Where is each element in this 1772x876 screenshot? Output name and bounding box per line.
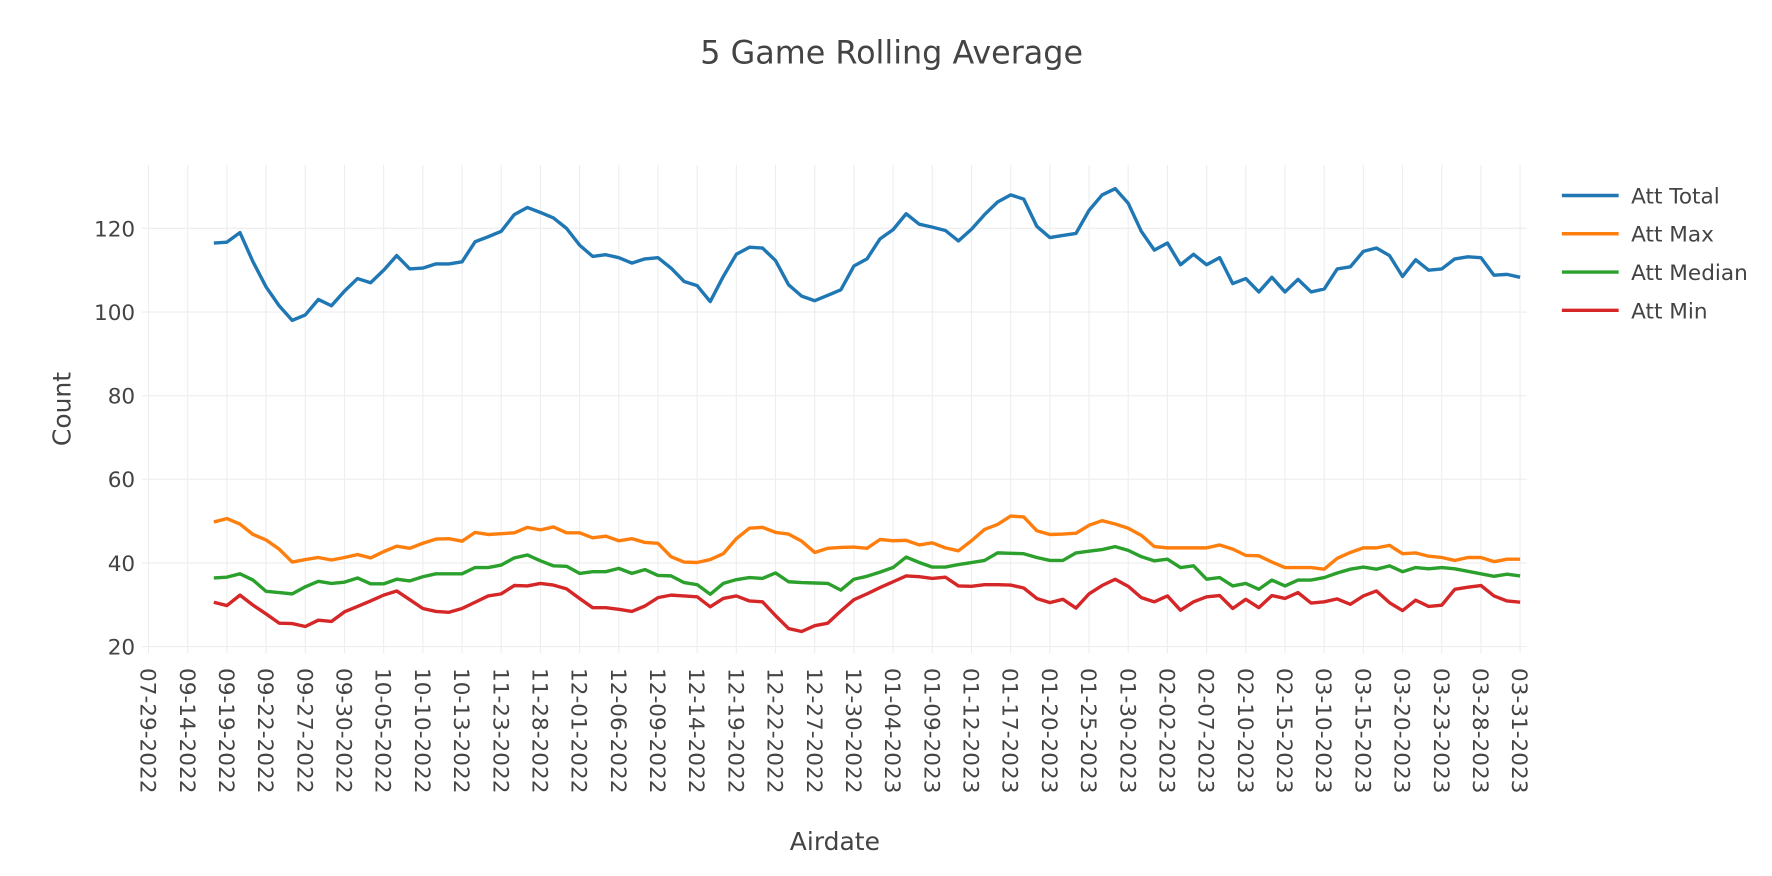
x-tick-label: 12-30-2022 — [840, 668, 865, 793]
x-tick-label: 10-10-2022 — [409, 668, 434, 793]
y-tick-label: 80 — [108, 385, 135, 410]
x-tick-label: 11-23-2022 — [487, 668, 512, 793]
x-tick-label: 01-09-2023 — [918, 668, 943, 793]
x-tick-label: 12-14-2022 — [683, 668, 708, 793]
x-tick-label: 03-20-2023 — [1389, 668, 1414, 793]
y-tick-label: 60 — [108, 468, 135, 493]
legend-label: Att Median — [1631, 261, 1748, 286]
series-line — [213, 186, 1521, 323]
x-tick-label: 02-15-2023 — [1271, 668, 1296, 793]
y-tick-label: 120 — [94, 217, 135, 242]
x-tick-label: 09-14-2022 — [174, 668, 199, 793]
x-tick-label: 09-19-2022 — [213, 668, 238, 793]
x-tick-label: 12-01-2022 — [566, 668, 591, 793]
x-tick-label: 10-13-2022 — [448, 668, 473, 793]
x-tick-label: 09-30-2022 — [331, 668, 356, 793]
legend-label: Att Max — [1631, 223, 1714, 248]
x-tick-label: 01-12-2023 — [958, 668, 983, 793]
x-tick-label: 03-15-2023 — [1349, 668, 1374, 793]
y-tick-label: 100 — [94, 301, 135, 326]
x-tick-label: 09-27-2022 — [291, 668, 316, 793]
x-tick-label: 09-22-2022 — [252, 668, 277, 793]
x-tick-label: 03-31-2023 — [1506, 668, 1531, 793]
y-tick-label: 40 — [108, 552, 135, 577]
legend-label: Att Total — [1631, 184, 1720, 209]
x-tick-label: 07-29-2022 — [135, 668, 160, 793]
x-tick-label: 12-06-2022 — [605, 668, 630, 793]
x-tick-label: 01-30-2023 — [1114, 668, 1139, 793]
x-tick-label: 03-28-2023 — [1467, 668, 1492, 793]
x-tick-label: 01-17-2023 — [997, 668, 1022, 793]
x-tick-label: 12-22-2022 — [762, 668, 787, 793]
x-axis-title: Airdate — [790, 827, 880, 856]
x-tick-label: 01-04-2023 — [879, 668, 904, 793]
x-tick-label: 03-10-2023 — [1310, 668, 1335, 793]
x-tick-label: 01-25-2023 — [1075, 668, 1100, 793]
y-tick-label: 20 — [108, 636, 135, 661]
legend-label: Att Min — [1631, 299, 1707, 324]
chart-title: 5 Game Rolling Average — [700, 35, 1083, 72]
x-tick-label: 01-20-2023 — [1036, 668, 1061, 793]
series-line — [213, 574, 1521, 634]
x-tick-label: 02-10-2023 — [1232, 668, 1257, 793]
x-tick-label: 02-07-2023 — [1193, 668, 1218, 793]
series-line — [213, 514, 1521, 571]
x-tick-label: 12-27-2022 — [801, 668, 826, 793]
x-tick-label: 12-19-2022 — [722, 668, 747, 793]
x-tick-label: 03-23-2023 — [1428, 668, 1453, 793]
y-axis-title: Count — [47, 372, 76, 446]
x-tick-label: 11-28-2022 — [526, 668, 551, 793]
x-tick-label: 12-09-2022 — [644, 668, 669, 793]
series-line — [213, 544, 1521, 596]
x-tick-label: 10-05-2022 — [370, 668, 395, 793]
x-tick-label: 02-02-2023 — [1153, 668, 1178, 793]
